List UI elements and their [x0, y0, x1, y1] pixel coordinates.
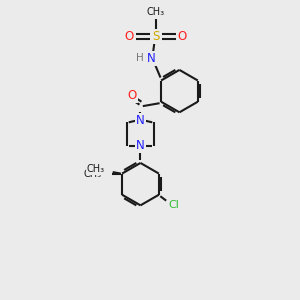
- Text: Cl: Cl: [168, 200, 179, 210]
- Text: O: O: [128, 89, 137, 102]
- Text: N: N: [147, 52, 156, 65]
- Text: S: S: [152, 30, 160, 43]
- Text: N: N: [136, 140, 145, 152]
- Text: CH₃: CH₃: [83, 169, 101, 178]
- Text: H: H: [136, 53, 144, 63]
- Text: CH₃: CH₃: [86, 164, 104, 174]
- Text: O: O: [125, 30, 134, 43]
- Text: O: O: [178, 30, 187, 43]
- Text: CH₃: CH₃: [147, 7, 165, 16]
- Text: N: N: [136, 114, 145, 127]
